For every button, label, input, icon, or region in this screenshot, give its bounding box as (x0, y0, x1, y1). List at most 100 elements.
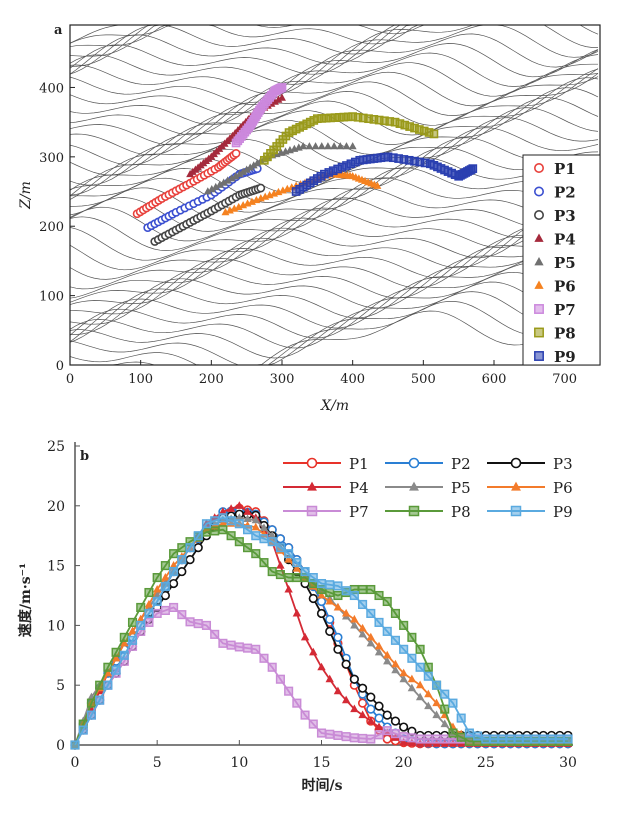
legend-label: P1 (349, 455, 369, 473)
data-point (103, 680, 113, 690)
data-point (226, 504, 236, 512)
series-p7 (70, 602, 573, 750)
data-point (235, 513, 244, 521)
data-point (235, 501, 244, 509)
data-point (160, 590, 170, 601)
data-point (341, 586, 351, 596)
data-point (243, 643, 253, 653)
data-point (366, 692, 376, 702)
contour-line (69, 73, 599, 166)
data-point (119, 650, 129, 660)
series-p2 (70, 505, 573, 750)
legend-label: P3 (553, 455, 573, 473)
data-point (538, 734, 548, 744)
contour-line (69, 203, 599, 299)
contour-line (69, 24, 598, 44)
contour-line (69, 127, 599, 203)
data-point (218, 638, 228, 648)
trajectory-marker (239, 167, 248, 175)
data-point (440, 734, 450, 744)
data-point (316, 728, 327, 738)
data-point (366, 716, 375, 725)
data-point (399, 620, 409, 630)
panel-label-b: b (80, 449, 89, 464)
data-point (357, 683, 368, 693)
legend-label: P6 (554, 278, 576, 296)
data-point (309, 647, 318, 656)
contour-line (69, 262, 599, 339)
trajectory-marker (274, 95, 283, 103)
legend-marker-p2 (533, 186, 544, 197)
x-tick-label: 600 (482, 372, 507, 387)
series-p6 (70, 519, 573, 749)
x-tick-label: 400 (340, 372, 365, 387)
data-point (415, 680, 425, 689)
contour-line (69, 71, 599, 146)
data-point (316, 608, 327, 619)
data-point (374, 730, 384, 740)
data-point (144, 599, 154, 608)
plot-frame (69, 24, 601, 366)
data-point (440, 689, 450, 699)
data-point (152, 584, 162, 593)
y-tick-label: 200 (39, 220, 64, 235)
y-tick-label: 20 (47, 499, 65, 515)
contour-line (69, 271, 599, 349)
data-point (415, 662, 425, 672)
data-point (259, 534, 269, 544)
data-point (325, 674, 334, 683)
series-line (74, 522, 568, 746)
legend-label: P5 (451, 479, 471, 497)
legend-label: P8 (451, 503, 471, 521)
legend-label: P9 (553, 503, 573, 521)
data-point (292, 573, 302, 583)
data-point (144, 587, 154, 598)
data-point (358, 733, 368, 743)
data-point (243, 514, 252, 522)
trajectory-p9 (291, 152, 478, 196)
data-point (177, 610, 187, 620)
data-point (333, 632, 343, 642)
contour-line (69, 24, 599, 95)
series-line (74, 606, 568, 746)
data-point (415, 644, 425, 654)
data-point (177, 543, 187, 553)
data-point (128, 626, 137, 635)
x-tick-label: 25 (477, 755, 495, 771)
trajectory-marker (231, 148, 241, 158)
data-point (349, 733, 359, 743)
contour-line (69, 52, 599, 126)
data-point (473, 731, 483, 741)
data-point (267, 662, 277, 672)
contour-line (69, 43, 599, 116)
series-p3 (70, 509, 573, 750)
trajectory-marker (277, 83, 287, 92)
data-point (390, 729, 400, 739)
series-p8 (70, 525, 573, 750)
data-point (563, 734, 573, 744)
data-point (86, 698, 96, 708)
y-tick-label: 10 (47, 618, 65, 634)
data-point (300, 567, 310, 577)
data-point (78, 725, 88, 735)
data-point (390, 716, 401, 726)
data-point (152, 608, 162, 618)
data-point (259, 653, 269, 663)
trajectory-marker (336, 142, 345, 150)
data-point (210, 629, 220, 639)
data-point (95, 695, 105, 705)
y-tick-label: 25 (47, 439, 65, 455)
data-point (407, 738, 417, 747)
trajectory-marker (246, 163, 255, 171)
contour-line (70, 310, 599, 366)
data-point (390, 608, 400, 618)
trajectory-marker (219, 178, 228, 186)
trajectory-marker (270, 97, 279, 105)
data-point (275, 570, 285, 580)
legend-label: P8 (554, 325, 576, 343)
data-point (316, 596, 327, 607)
data-point (481, 734, 491, 744)
data-point (333, 686, 343, 695)
trajectory-p8 (259, 112, 439, 165)
